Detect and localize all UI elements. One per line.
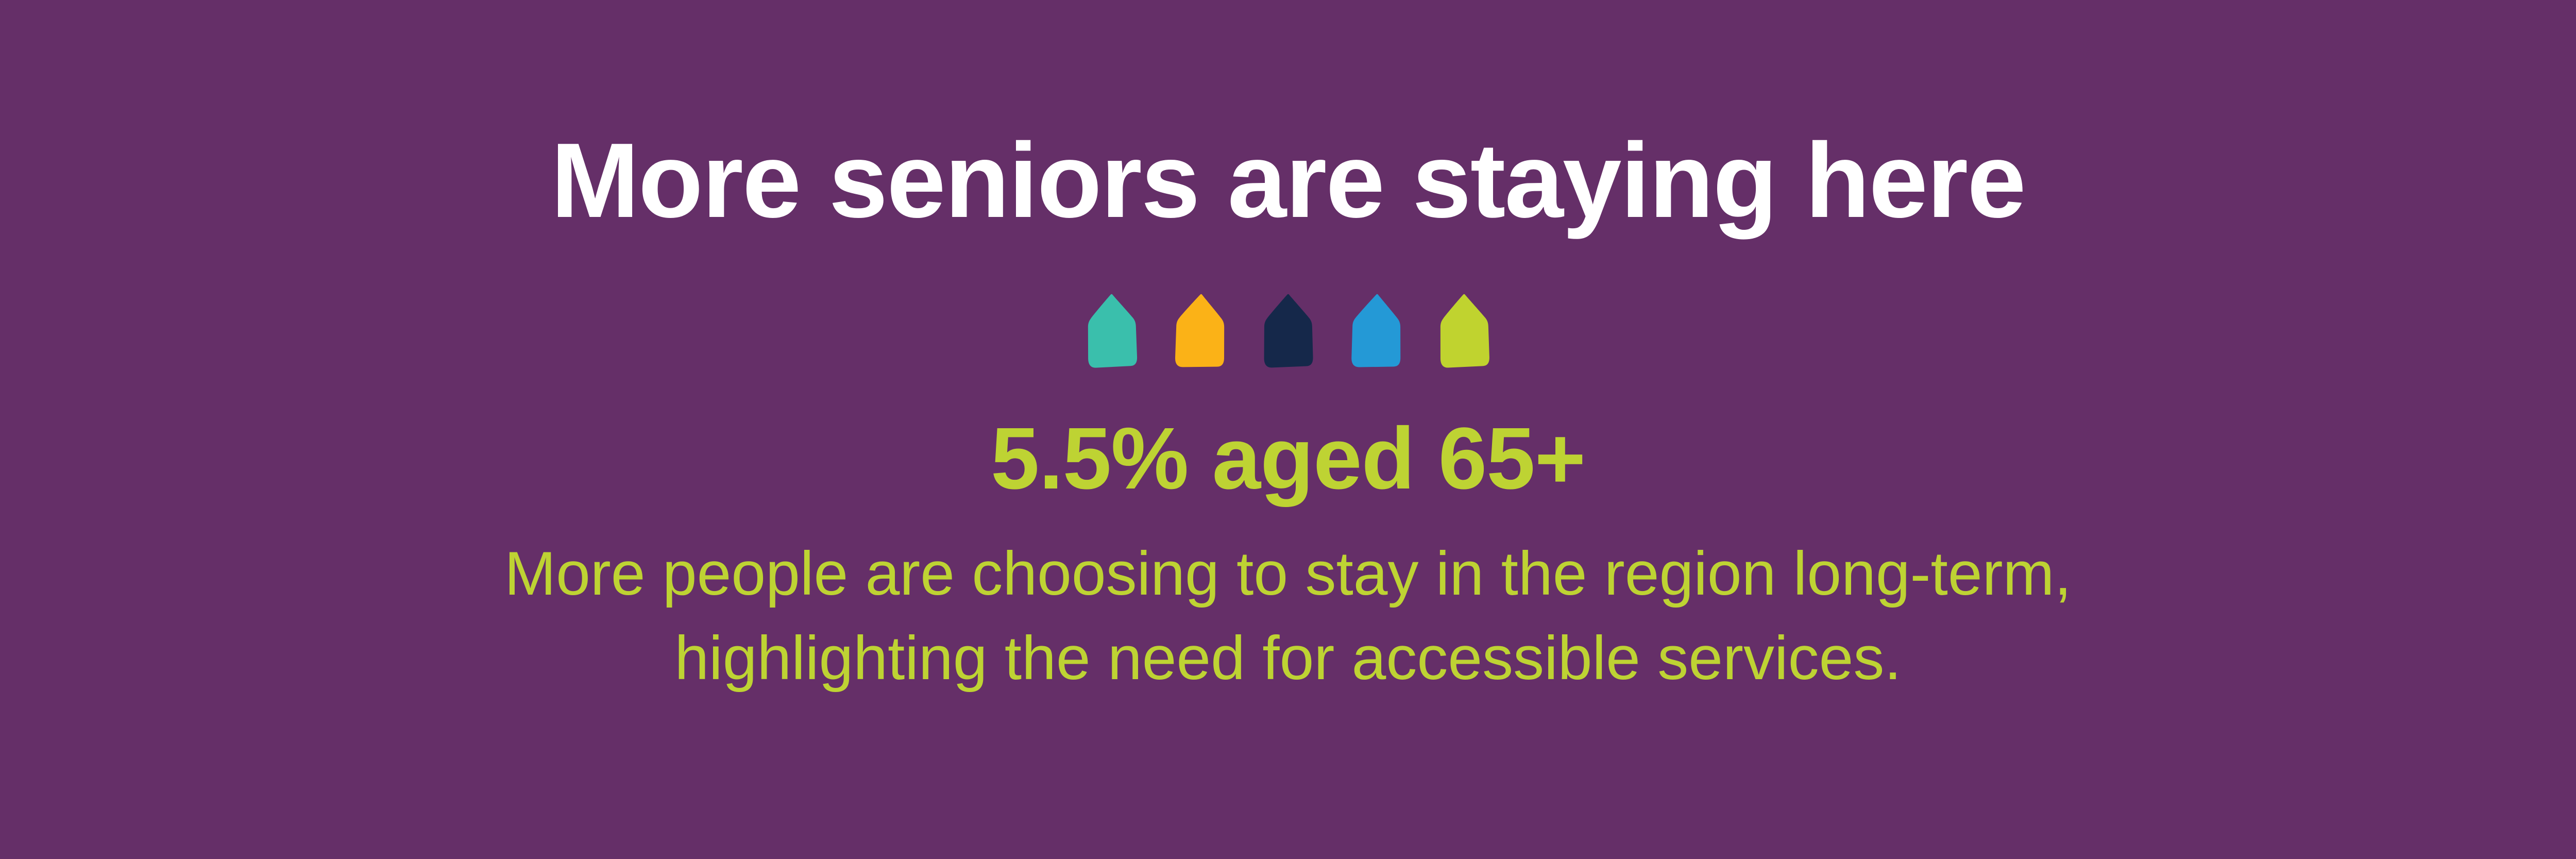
lime-house-icon <box>1432 292 1497 370</box>
house-shape <box>1088 294 1137 368</box>
orange-house-icon <box>1168 292 1232 370</box>
house-shape <box>1440 294 1489 368</box>
navy-house-icon <box>1256 292 1320 370</box>
description-line-1: More people are choosing to stay in the … <box>504 539 2072 609</box>
blue-house-icon <box>1344 292 1409 370</box>
description-line-2: highlighting the need for accessible ser… <box>674 623 1902 693</box>
house-icons-row <box>1080 292 1497 370</box>
teal-house-icon <box>1080 292 1144 370</box>
description: More people are choosing to stay in the … <box>504 532 2072 700</box>
house-shape <box>1264 294 1313 368</box>
headline: More seniors are staying here <box>551 121 2026 240</box>
house-shape <box>1351 294 1400 367</box>
house-shape <box>1175 294 1224 367</box>
statistic-value: 5.5% aged 65+ <box>990 409 1586 508</box>
